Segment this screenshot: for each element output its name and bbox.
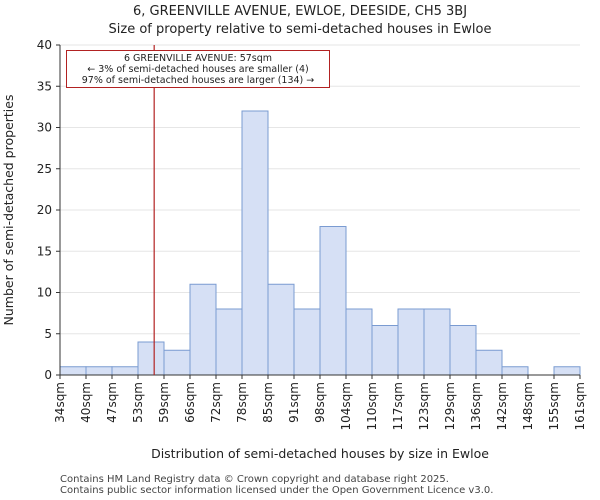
histogram-bar xyxy=(449,325,477,376)
x-tick-label: 110sqm xyxy=(365,382,379,430)
histogram-bar xyxy=(163,349,191,376)
x-tick-label: 53sqm xyxy=(131,382,145,423)
x-tick-label: 40sqm xyxy=(79,382,93,423)
y-tick-label: 0 xyxy=(44,368,52,382)
histogram-bar xyxy=(293,308,321,376)
x-tick-label: 78sqm xyxy=(235,382,249,423)
y-tick-label: 10 xyxy=(37,286,52,300)
x-tick-label: 129sqm xyxy=(443,382,457,430)
histogram-bar xyxy=(111,366,139,376)
x-tick-label: 117sqm xyxy=(391,382,405,430)
y-tick-label: 20 xyxy=(37,203,52,217)
x-tick-label: 34sqm xyxy=(53,382,67,423)
histogram-bar xyxy=(137,341,165,376)
annotation-larger-text: 97% of semi-detached houses are larger (… xyxy=(81,75,315,86)
x-axis-label: Distribution of semi-detached houses by … xyxy=(151,446,489,461)
histogram-bar xyxy=(59,366,87,376)
y-tick-label: 35 xyxy=(37,79,52,93)
y-tick-label: 30 xyxy=(37,121,52,135)
histogram-bar xyxy=(475,349,503,376)
x-tick-label: 161sqm xyxy=(573,382,587,430)
histogram-bar xyxy=(267,283,295,376)
x-tick-label: 142sqm xyxy=(495,382,509,430)
histogram-bar xyxy=(345,308,373,376)
y-tick-label: 5 xyxy=(44,327,52,341)
x-tick-label: 98sqm xyxy=(313,382,327,423)
x-tick-label: 59sqm xyxy=(157,382,171,423)
property-annotation-box: 6 GREENVILLE AVENUE: 57sqm ← 3% of semi-… xyxy=(66,50,330,88)
chart-subtitle: Size of property relative to semi-detach… xyxy=(108,22,492,37)
histogram-bar xyxy=(189,283,217,376)
footer-licence: Contains public sector information licen… xyxy=(60,485,494,496)
histogram-bar xyxy=(371,325,399,376)
y-tick-label: 25 xyxy=(37,162,52,176)
histogram-bar xyxy=(319,226,347,376)
histogram-bar xyxy=(215,308,243,376)
x-tick-label: 72sqm xyxy=(209,382,223,423)
histogram-bar xyxy=(423,308,451,376)
x-tick-label: 85sqm xyxy=(261,382,275,423)
x-tick-label: 123sqm xyxy=(417,382,431,430)
x-tick-label: 148sqm xyxy=(521,382,535,430)
y-tick-label: 15 xyxy=(37,244,52,258)
x-tick-label: 66sqm xyxy=(183,382,197,423)
footer-copyright: Contains HM Land Registry data © Crown c… xyxy=(60,474,449,485)
x-tick-label: 136sqm xyxy=(469,382,483,430)
y-axis-label: Number of semi-detached properties xyxy=(1,95,16,326)
histogram-bar xyxy=(501,366,529,376)
x-tick-label: 91sqm xyxy=(287,382,301,423)
x-tick-label: 104sqm xyxy=(339,382,353,430)
histogram-bar xyxy=(241,110,269,376)
x-tick-label: 155sqm xyxy=(547,382,561,430)
histogram-bar xyxy=(85,366,113,376)
chart-title-address: 6, GREENVILLE AVENUE, EWLOE, DEESIDE, CH… xyxy=(132,4,468,19)
annotation-property-label: 6 GREENVILLE AVENUE: 57sqm xyxy=(123,53,273,64)
annotation-smaller-text: ← 3% of semi-detached houses are smaller… xyxy=(87,64,309,75)
x-tick-label: 47sqm xyxy=(105,382,119,423)
histogram-bar xyxy=(553,366,581,376)
histogram-bar xyxy=(397,308,425,376)
y-tick-label: 40 xyxy=(37,38,52,52)
